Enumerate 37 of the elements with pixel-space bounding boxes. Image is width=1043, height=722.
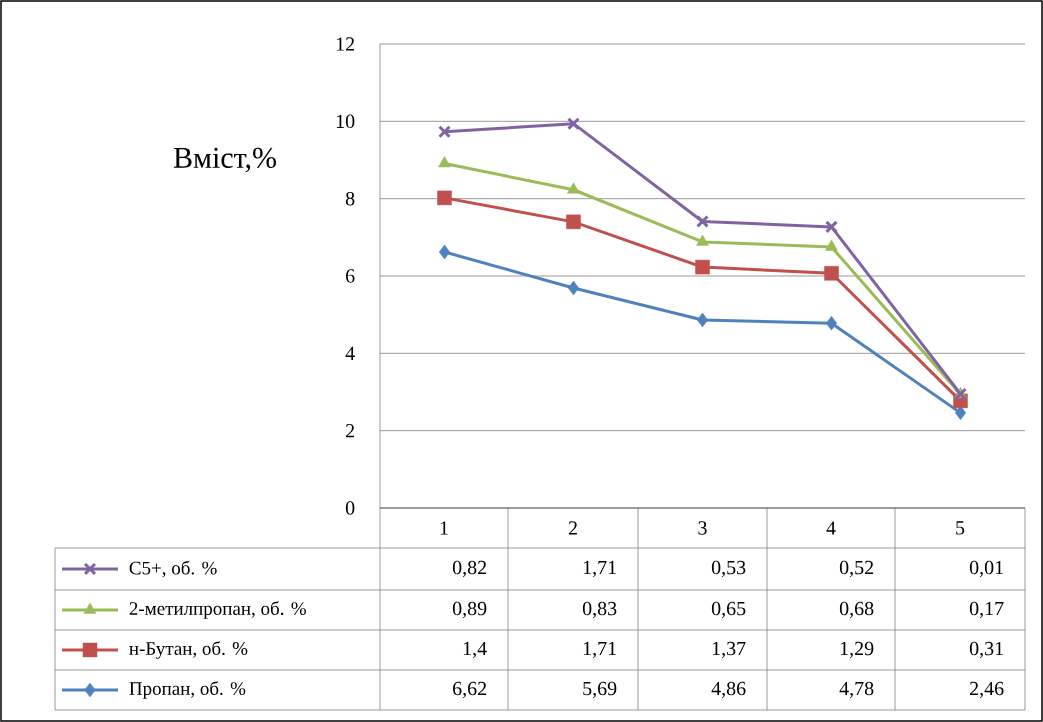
y-tick-label: 4: [345, 346, 355, 360]
text: 0,52: [839, 560, 874, 578]
text: 1,29: [840, 641, 874, 659]
text: 0,17: [969, 601, 1004, 619]
text: 0,89: [452, 601, 487, 619]
text: 1,37: [712, 641, 746, 659]
text: 1,71: [583, 641, 616, 659]
text: 0,53: [711, 560, 746, 578]
text: 4,78: [839, 681, 874, 699]
text: 6,62: [453, 681, 487, 699]
legend-label: 2-метилпропан, об. %: [129, 601, 306, 619]
text: 5,69: [583, 681, 617, 699]
legend-label: C5+, об. %: [129, 560, 217, 578]
y-tick-label: 2: [346, 424, 355, 438]
text: 4,86: [711, 681, 746, 699]
y-tick-label: 0: [345, 501, 355, 515]
text: 0,68: [839, 601, 874, 619]
text: 1,71: [583, 560, 616, 578]
legend-label: Пропан, об. %: [129, 681, 246, 699]
y-tick-label: 6: [346, 269, 355, 283]
text: 0,01: [969, 560, 1003, 578]
x-tick-label: 4: [826, 521, 836, 535]
text: 1,4: [463, 641, 487, 659]
legend-label: н-Бутан, об. %: [129, 641, 248, 659]
x-tick-label: 2: [568, 521, 577, 535]
x-tick-label: 1: [440, 521, 448, 535]
text: 0,31: [969, 641, 1003, 659]
text: 0,83: [582, 601, 617, 619]
x-tick-label: 5: [956, 521, 965, 535]
y-axis-title: Вміст,%: [173, 147, 276, 173]
text: 0,82: [452, 560, 487, 578]
y-tick-label: 10: [336, 114, 355, 129]
y-tick-label: 12: [336, 37, 355, 51]
x-tick-label: 3: [698, 521, 707, 535]
text: 2,46: [970, 681, 1004, 699]
text: 0,65: [711, 601, 746, 619]
y-tick-label: 8: [345, 191, 355, 206]
